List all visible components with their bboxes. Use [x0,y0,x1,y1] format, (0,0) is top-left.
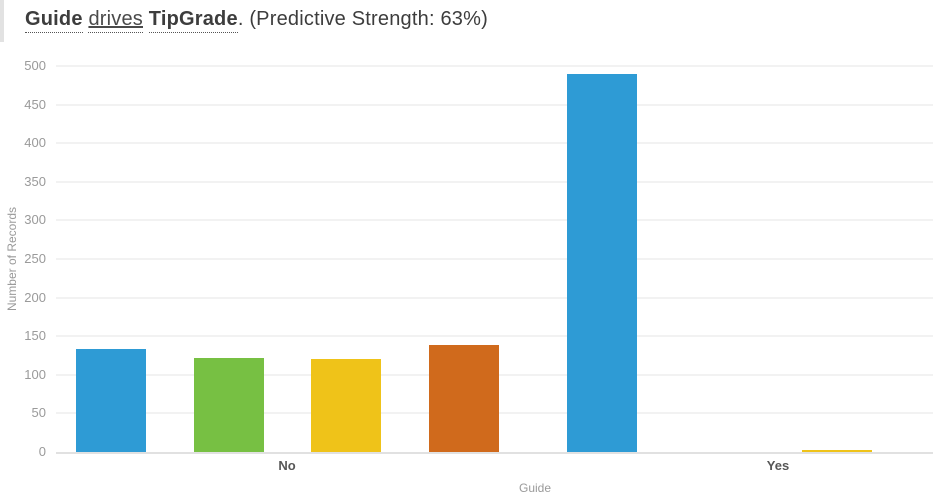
bar-yes-series-1-blue[interactable] [567,74,637,452]
bar-no-series-4-orange[interactable] [429,345,499,452]
y-tick-label-50: 50 [31,405,46,420]
gridline-250 [56,258,933,260]
story-title: Guide drives TipGrade. (Predictive Stren… [25,8,488,33]
gridline-350 [56,181,933,183]
bar-no-series-2-green[interactable] [194,358,264,452]
y-tick-label-150: 150 [24,328,46,343]
title-target-link[interactable]: TipGrade [148,8,238,33]
x-category-label-no: No [278,458,296,473]
bar-no-series-1-blue[interactable] [76,349,146,452]
bar-no-series-3-yellow[interactable] [311,359,381,452]
y-tick-label-250: 250 [24,251,46,266]
title-subject-link[interactable]: Guide [25,8,83,33]
y-tick-label-200: 200 [24,290,46,305]
y-tick-label-450: 450 [24,97,46,112]
title-suffix: . (Predictive Strength: 63%) [237,8,488,30]
y-tick-label-0: 0 [38,444,46,459]
y-tick-label-300: 300 [24,212,46,227]
title-verb-link[interactable]: drives [88,8,143,33]
vertical-scrollbar-thumb[interactable] [0,0,4,42]
y-tick-label-100: 100 [24,367,46,382]
x-axis-line [56,452,933,454]
bar-yes-series-3-yellow[interactable] [802,450,872,452]
gridline-450 [56,104,933,106]
gridline-400 [56,142,933,144]
y-tick-label-350: 350 [24,174,46,189]
y-tick-label-500: 500 [24,58,46,73]
x-axis-title: Guide [518,481,552,495]
x-category-label-yes: Yes [766,458,790,473]
gridline-200 [56,297,933,299]
gridline-300 [56,219,933,221]
gridline-500 [56,65,933,67]
y-tick-label-400: 400 [24,135,46,150]
gridline-150 [56,335,933,337]
